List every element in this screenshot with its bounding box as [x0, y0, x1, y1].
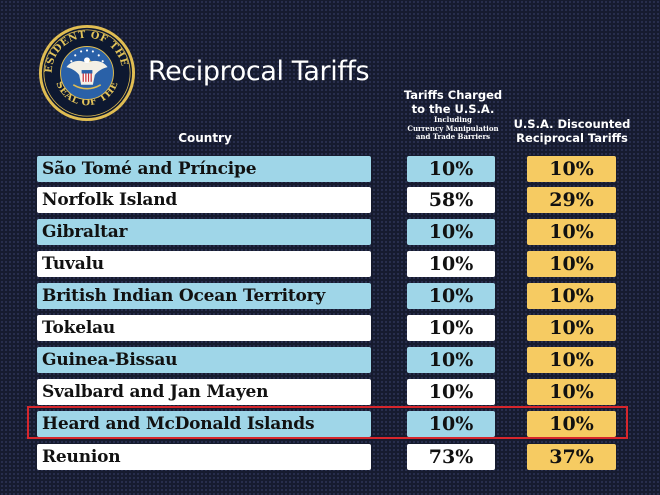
tariff-charged-cell: 10%: [407, 411, 495, 437]
table-row: São Tomé and Príncipe 10% 10%: [0, 156, 660, 182]
discounted-tariff-cell: 10%: [527, 411, 616, 437]
country-cell: Heard and McDonald Islands: [37, 411, 371, 437]
tariff-charged-cell: 10%: [407, 219, 495, 245]
table-row: Tuvalu 10% 10%: [0, 251, 660, 277]
table-row: Gibraltar 10% 10%: [0, 219, 660, 245]
tariff-charged-cell: 10%: [407, 315, 495, 341]
table-row: Norfolk Island 58% 29%: [0, 187, 660, 213]
table-row: Reunion 73% 37%: [0, 444, 660, 470]
table-row: Svalbard and Jan Mayen 10% 10%: [0, 379, 660, 405]
discounted-tariffs-column-header: U.S.A. Discounted Reciprocal Tariffs: [510, 117, 634, 145]
tariffs-charged-note-line-2: Currency Manipulation: [407, 123, 499, 133]
discounted-tariff-cell: 10%: [527, 219, 616, 245]
discounted-title-line-1: U.S.A. Discounted: [513, 117, 631, 131]
presidential-seal-icon: THE PRESIDENT OF THE UNITED SEAL OF THE: [38, 24, 136, 122]
country-cell: São Tomé and Príncipe: [37, 156, 371, 182]
discounted-tariff-cell: 10%: [527, 379, 616, 405]
discounted-tariff-cell: 10%: [527, 315, 616, 341]
table-row: Guinea-Bissau 10% 10%: [0, 347, 660, 373]
country-cell: Reunion: [37, 444, 371, 470]
discounted-tariff-cell: 37%: [527, 444, 616, 470]
tariffs-charged-note-line-3: and Trade Barriers: [415, 132, 491, 141]
tariff-charged-cell: 73%: [407, 444, 495, 470]
tariff-charged-cell: 58%: [407, 187, 495, 213]
table-row: Tokelau 10% 10%: [0, 315, 660, 341]
country-cell: Svalbard and Jan Mayen: [37, 379, 371, 405]
tariff-charged-cell: 10%: [407, 156, 495, 182]
discounted-title-line-2: Reciprocal Tariffs: [516, 131, 628, 145]
page-title: Reciprocal Tariffs: [148, 56, 370, 87]
tariff-charged-cell: 10%: [407, 379, 495, 405]
country-column-header: Country: [178, 131, 232, 145]
country-cell: Tuvalu: [37, 251, 371, 277]
discounted-tariff-cell: 10%: [527, 283, 616, 309]
tariffs-charged-title-line-1: Tariffs Charged: [403, 88, 503, 102]
tariff-charged-cell: 10%: [407, 251, 495, 277]
country-cell: Tokelau: [37, 315, 371, 341]
tariff-charged-cell: 10%: [407, 347, 495, 373]
tariffs-charged-column-header: Tariffs Charged to the U.S.A. Including …: [400, 88, 506, 142]
tariffs-charged-note-line-1: Including: [434, 115, 472, 124]
discounted-tariff-cell: 10%: [527, 347, 616, 373]
tariffs-charged-title-line-2: to the U.S.A.: [411, 102, 495, 116]
tariff-charged-cell: 10%: [407, 283, 495, 309]
table-row: Heard and McDonald Islands 10% 10%: [0, 411, 660, 437]
discounted-tariff-cell: 10%: [527, 251, 616, 277]
discounted-tariff-cell: 29%: [527, 187, 616, 213]
discounted-tariff-cell: 10%: [527, 156, 616, 182]
highlighted-row-outline: [27, 406, 628, 439]
country-cell: Guinea-Bissau: [37, 347, 371, 373]
table-row: British Indian Ocean Territory 10% 10%: [0, 283, 660, 309]
country-cell: Norfolk Island: [37, 187, 371, 213]
country-cell: British Indian Ocean Territory: [37, 283, 371, 309]
country-cell: Gibraltar: [37, 219, 371, 245]
